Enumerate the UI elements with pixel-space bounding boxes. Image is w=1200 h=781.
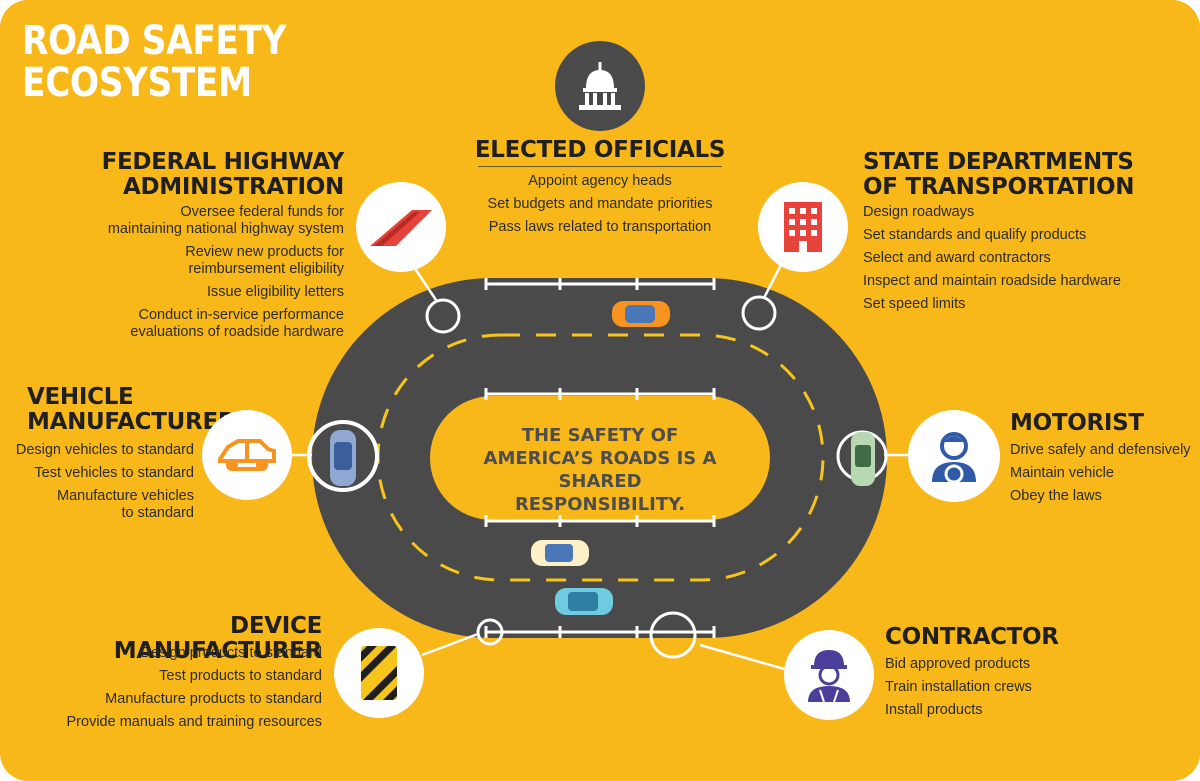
- guardrail-bottom-inner: [484, 515, 716, 527]
- list-item: Inspect and maintain roadside hardware: [863, 273, 1121, 289]
- list-item: Oversee federal funds for maintaining nat…: [60, 204, 344, 238]
- list-item-line: reimbursement eligibility: [188, 261, 344, 277]
- list-item-line: evaluations of roadside hardware: [130, 324, 344, 340]
- divider: [478, 166, 722, 167]
- device-manufacturer-list: Design products to standard Test product…: [30, 645, 323, 737]
- list-item: Obey the laws: [1010, 488, 1102, 504]
- list-item: Conduct in-service performance evaluation…: [60, 307, 344, 341]
- car-blue-vertical: [330, 430, 356, 486]
- vehicle-manufacturer-list: Design vehicles to standard Test vehicle…: [10, 442, 194, 528]
- fhwa-list: Oversee federal funds for maintaining nat…: [60, 204, 344, 347]
- list-item: Drive safely and defensively: [1010, 442, 1191, 458]
- list-item: Set standards and qualify products: [863, 227, 1087, 243]
- list-item: Install products: [885, 702, 983, 718]
- center-message: THE SAFETY OF AMERICA’S ROADS IS A SHARE…: [440, 424, 760, 516]
- list-item: Design roadways: [863, 204, 975, 220]
- office-building-icon: [758, 182, 848, 272]
- contractor-list: Bid approved products Train installation…: [885, 656, 1105, 725]
- list-item: Set speed limits: [863, 296, 966, 312]
- list-item: Select and award contractors: [863, 250, 1051, 266]
- motorist-heading: MOTORIST: [1010, 411, 1190, 436]
- list-item: Issue eligibility letters: [60, 284, 344, 301]
- guardrail-top-inner: [484, 388, 716, 400]
- heading-line: ADMINISTRATION: [123, 174, 344, 200]
- vehicle-manufacturer-heading: VEHICLE MANUFACTURER: [27, 384, 236, 435]
- driver-icon: [908, 410, 1000, 502]
- heading-line: VEHICLE: [27, 384, 134, 410]
- car-frame-icon: [202, 410, 292, 500]
- list-item-line: Test vehicles to standard: [34, 465, 194, 481]
- heading-line: ELECTED OFFICIALS: [474, 137, 726, 163]
- guardrail-bottom-outer: [484, 626, 716, 638]
- device-manufacturer-heading: DEVICE MANUFACTURER: [30, 613, 323, 664]
- road-island: [430, 396, 770, 520]
- state-dot-heading: STATE DEPARTMENTS OF TRANSPORTATION: [863, 150, 1163, 200]
- heading-line: CONTRACTOR: [885, 624, 1059, 650]
- car-cream: [531, 540, 589, 566]
- heading-line: STATE DEPARTMENTS: [863, 149, 1134, 175]
- capitol-icon: [555, 41, 645, 131]
- car-green: [851, 432, 875, 486]
- list-item-line: Review new products for: [185, 244, 344, 260]
- list-item-line: Conduct in-service performance: [138, 307, 344, 323]
- guardrail-top-outer: [484, 278, 716, 290]
- list-item: Maintain vehicle: [1010, 465, 1114, 481]
- motorist-list: Drive safely and defensively Maintain ve…: [1010, 442, 1195, 511]
- main-title-line: ROAD SAFETY: [22, 18, 287, 64]
- list-item: Manufacture vehicles to standard: [10, 488, 194, 522]
- highway-icon: [356, 182, 446, 272]
- hazard-marker-icon: [334, 628, 424, 718]
- list-item-line: Issue eligibility letters: [207, 284, 344, 300]
- heading-line: FEDERAL HIGHWAY: [101, 149, 345, 175]
- list-item: Test products to standard: [159, 668, 322, 684]
- list-item-line: maintaining national highway system: [107, 221, 344, 237]
- list-item: Train installation crews: [885, 679, 1032, 695]
- list-item: Provide manuals and training resources: [66, 714, 323, 730]
- list-item: Review new products for reimbursement eli…: [60, 244, 344, 278]
- list-item-line: Oversee federal funds for: [180, 204, 344, 220]
- list-item: Bid approved products: [885, 656, 1031, 672]
- elected-officials-list: Appoint agency heads Set budgets and man…: [440, 173, 760, 242]
- list-item: Manufacture products to standard: [105, 691, 322, 707]
- center-message-line: THE SAFETY OF: [521, 425, 679, 446]
- heading-line: MANUFACTURER: [27, 409, 236, 435]
- heading-line: DEVICE MANUFACTURER: [113, 613, 323, 664]
- contractor-heading: CONTRACTOR: [885, 625, 1085, 650]
- list-item: Pass laws related to transportation: [488, 219, 712, 235]
- list-item: Test vehicles to standard: [10, 465, 194, 482]
- heading-line: MOTORIST: [1010, 410, 1144, 436]
- list-item: Appoint agency heads: [528, 173, 672, 189]
- list-item: Design vehicles to standard: [10, 442, 194, 459]
- heading-line: OF TRANSPORTATION: [863, 174, 1135, 200]
- list-item: Set budgets and mandate priorities: [487, 196, 713, 212]
- main-title-line: ECOSYSTEM: [22, 60, 252, 106]
- car-cyan: [555, 588, 613, 615]
- fhwa-heading: FEDERAL HIGHWAY ADMINISTRATION: [60, 149, 345, 200]
- state-dot-list: Design roadways Set standards and qualif…: [863, 204, 1183, 319]
- list-item-line: Manufacture vehicles: [56, 488, 194, 504]
- center-message-line: AMERICA’S ROADS IS A SHARED: [483, 448, 717, 492]
- car-orange: [612, 301, 670, 327]
- list-item-line: to standard: [121, 505, 194, 521]
- construction-worker-icon: [784, 630, 874, 720]
- list-item: Design products to standard: [140, 645, 322, 661]
- elected-officials-heading: ELECTED OFFICIALS: [440, 138, 760, 163]
- main-title: ROAD SAFETY ECOSYSTEM: [22, 20, 286, 104]
- center-message-line: RESPONSIBILITY.: [514, 494, 686, 515]
- list-item-line: Design vehicles to standard: [15, 442, 194, 458]
